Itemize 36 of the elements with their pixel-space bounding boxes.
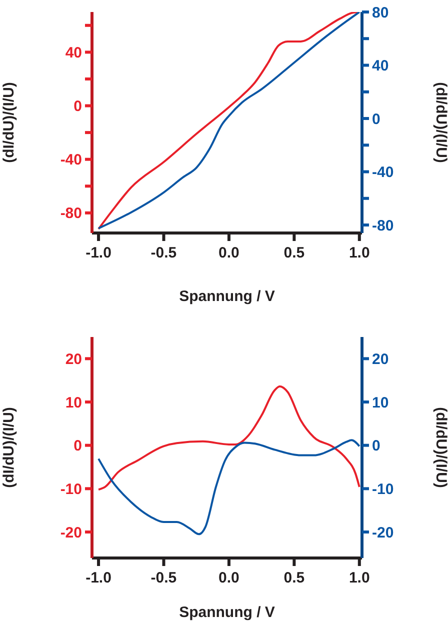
y2-tick-label: -40 <box>372 164 394 182</box>
y-tick-label: 40 <box>65 44 82 62</box>
y2-tick-label: 80 <box>372 4 389 22</box>
y-tick-label: -10 <box>60 480 82 498</box>
y-tick-label: 0 <box>74 438 82 455</box>
y2-tick-label: 40 <box>372 58 389 75</box>
y-tick-label: -20 <box>60 524 82 542</box>
y2-tick-label: -80 <box>372 217 394 234</box>
x-tick-label: -0.5 <box>150 244 177 262</box>
y2-axis-title: (dI/dU)/(I/U) <box>432 82 448 163</box>
x-tick-label: 0.5 <box>284 570 305 587</box>
x-tick-label: 0.0 <box>218 244 240 262</box>
x-tick-label: 0.0 <box>218 570 240 587</box>
y2-axis-title: (dI/dU)/(I/U) <box>432 407 448 488</box>
y2-tick-label: -10 <box>372 480 394 498</box>
y2-tick-label: 10 <box>372 394 389 412</box>
y-axis-title: (dI/dU)/(I/U) <box>0 82 18 163</box>
x-tick-label: 1.0 <box>348 570 370 587</box>
x-tick-label: 1.0 <box>348 244 370 262</box>
y-tick-label: -40 <box>60 152 82 169</box>
y-tick-label: 0 <box>74 98 82 116</box>
y-tick-label: 10 <box>65 394 82 412</box>
x-tick-label: 0.5 <box>284 244 305 262</box>
x-tick-label: -1.0 <box>86 244 112 262</box>
line-series <box>98 385 360 491</box>
y2-tick-label: 0 <box>372 110 380 128</box>
y-axis-title: (dI/dU)/(I/U) <box>0 407 18 488</box>
y-tick-label: 20 <box>65 350 82 368</box>
y2-tick-label: 0 <box>372 438 380 455</box>
y2-tick-label: 20 <box>372 350 389 368</box>
y-tick-label: -80 <box>60 205 82 222</box>
y2-tick-label: -20 <box>372 524 394 542</box>
x-axis-title: Spannung / V <box>179 604 275 621</box>
x-tick-label: -0.5 <box>150 570 177 587</box>
x-tick-label: -1.0 <box>86 570 112 587</box>
x-axis-title: Spannung / V <box>179 288 275 305</box>
